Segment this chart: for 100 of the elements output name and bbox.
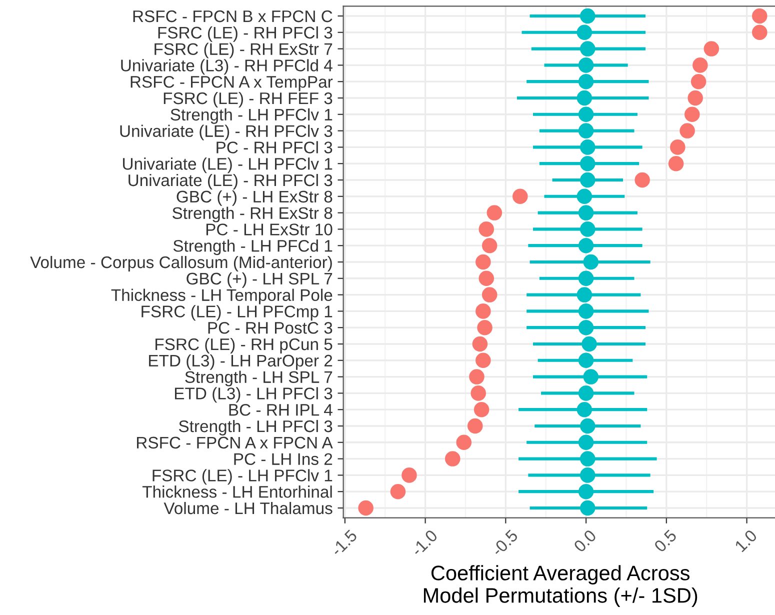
point: [444, 451, 460, 466]
point: [482, 287, 498, 302]
point: [402, 468, 417, 483]
point: [692, 58, 708, 73]
point: [684, 106, 700, 122]
y-tick-label: PC - RH PostC 3: [208, 322, 332, 334]
x-tick-label: -1.5: [330, 529, 358, 557]
y-tick-label: Univariate (LE) - LH PFClv 1: [123, 158, 332, 174]
point: [476, 352, 491, 368]
y-tick-label: GBC (+) - LH SPL 7: [186, 272, 332, 288]
y-tick-label: FSRC (LE) - LH PFClv 1: [152, 469, 332, 485]
point: [578, 123, 594, 138]
point: [680, 123, 695, 138]
point: [670, 140, 686, 155]
point: [582, 336, 597, 352]
point: [576, 90, 592, 106]
y-tick-label: RSFC - FPCN B x FPCN C: [133, 10, 332, 22]
point: [580, 468, 596, 483]
y-tick-label: PC - RH PFCl 3: [216, 141, 332, 154]
y-tick-label: FSRC (LE) - RH ExStr 7: [154, 42, 332, 58]
y-tick-label: Volume - LH Thalamus: [164, 502, 332, 514]
y-tick-label: ETD (L3) - LH PFCl 3: [174, 387, 332, 403]
point: [688, 90, 703, 106]
point: [576, 402, 592, 418]
point: [583, 369, 599, 384]
point: [578, 434, 594, 450]
point: [576, 188, 592, 204]
y-tick-label: FSRC (LE) - RH pCun 5: [156, 338, 332, 354]
point: [482, 238, 498, 254]
point: [578, 270, 594, 286]
point: [576, 287, 592, 302]
point: [467, 418, 483, 434]
point: [477, 320, 492, 336]
point: [578, 106, 594, 122]
point: [580, 156, 596, 172]
y-tick-label: PC - LH Ins 2: [234, 453, 332, 465]
point: [578, 238, 594, 254]
point: [512, 188, 528, 204]
point: [576, 24, 592, 40]
point: [580, 451, 596, 466]
y-tick-label: FSRC (LE) - RH FEF 3: [164, 92, 332, 108]
x-tick-label: 1.0: [734, 529, 758, 552]
point: [578, 352, 594, 368]
y-tick-label: PC - LH ExStr 10: [206, 224, 332, 236]
point: [580, 418, 596, 434]
y-tick-label: FSRC (LE) - LH PFCmp 1: [142, 305, 332, 321]
point: [580, 172, 596, 188]
point: [578, 386, 594, 401]
point: [752, 8, 768, 24]
point: [668, 156, 684, 172]
point: [634, 172, 650, 188]
y-tick-label: ETD (L3) - LH ParOper 2: [149, 354, 332, 370]
point: [478, 270, 494, 286]
y-tick-label: Strength - LH PFClv 1: [170, 108, 332, 124]
y-tick-label: FSRC (LE) - RH PFCl 3: [158, 26, 332, 42]
y-tick-label: BC - RH IPL 4: [229, 404, 332, 416]
point: [580, 41, 596, 56]
point: [580, 500, 596, 516]
y-tick-label: Strength - LH PFCl 3: [178, 420, 332, 436]
x-tick-label: -0.5: [490, 529, 518, 557]
y-tick-label: RSFC - FPCN A x TempPar: [130, 76, 333, 92]
point: [578, 205, 594, 220]
y-tick-label: Thickness - LH Temporal Pole: [111, 288, 332, 304]
point: [580, 8, 596, 24]
point: [578, 320, 594, 336]
point: [704, 41, 720, 56]
point: [578, 74, 594, 90]
point: [456, 434, 472, 450]
point: [486, 205, 502, 220]
point: [358, 500, 374, 516]
point: [470, 386, 486, 401]
x-tick-label: -1.0: [410, 529, 438, 557]
y-tick-label: Volume - Corpus Callosum (Mid-anterior): [30, 256, 332, 272]
y-tick-label: Strength - LH SPL 7: [185, 370, 332, 386]
x-tick-label: 0.5: [654, 529, 678, 553]
point: [476, 304, 491, 319]
point: [580, 140, 596, 155]
y-tick-label: Thickness - LH Entorhinal: [142, 486, 332, 498]
y-tick-label: Strength - LH PFCd 1: [173, 240, 332, 256]
point: [474, 402, 490, 418]
y-tick-label: Univariate (LE) - RH PFCl 3: [128, 174, 332, 190]
y-tick-label: Strength - RH ExStr 8: [172, 206, 332, 222]
point: [583, 254, 599, 270]
point: [578, 58, 594, 73]
x-tick-label: 0.0: [573, 529, 597, 553]
point: [578, 304, 594, 319]
point: [478, 222, 494, 237]
y-tick-label: RSFC - FPCN A x FPCN A: [137, 436, 333, 449]
point: [476, 254, 491, 270]
y-tick-label: Univariate (L3) - RH PFCld 4: [121, 59, 332, 75]
x-axis-title: Coefficient Averaged Across Model Permutations (+/- 1SD): [424, 565, 698, 607]
y-tick-label: Univariate (LE) - RH PFClv 3: [120, 124, 332, 140]
point: [580, 222, 596, 237]
point: [472, 336, 488, 352]
point: [690, 74, 706, 90]
point: [578, 484, 594, 500]
point: [390, 484, 406, 500]
point: [469, 369, 484, 384]
y-tick-label: GBC (+) - LH ExStr 8: [176, 190, 332, 206]
point: [752, 24, 768, 40]
